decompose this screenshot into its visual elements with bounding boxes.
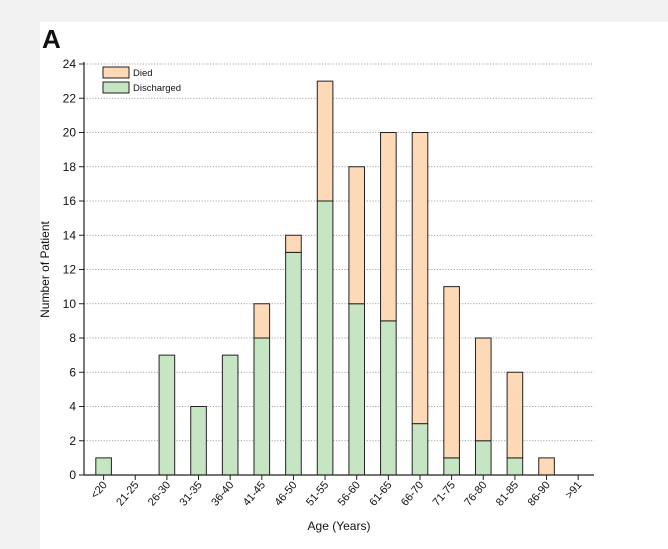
- y-tick-label: 6: [69, 365, 76, 379]
- legend-swatch: [102, 66, 130, 79]
- y-tick-label: 20: [63, 126, 77, 140]
- bar-died: [411, 132, 429, 425]
- bar-died: [348, 166, 366, 305]
- legend: Died Discharged: [102, 66, 181, 94]
- y-tick-label: 0: [69, 468, 76, 482]
- y-tick-label: 8: [69, 331, 76, 345]
- x-tick-label: 56-60: [336, 479, 363, 508]
- x-tick-label: 81-85: [494, 479, 521, 508]
- y-tick-label: 10: [63, 297, 77, 311]
- bar-died: [538, 457, 555, 476]
- x-axis-title: Age (Years): [308, 519, 371, 533]
- y-axis-title: Number of Patient: [40, 220, 52, 317]
- bar-died: [474, 337, 492, 442]
- bar-discharged: [158, 354, 176, 476]
- bar-discharged: [95, 457, 112, 476]
- legend-label: Died: [133, 68, 153, 79]
- legend-label: Discharged: [133, 83, 181, 94]
- bar-discharged: [316, 200, 334, 476]
- bar-died: [506, 371, 524, 459]
- y-tick-label: 4: [69, 400, 76, 414]
- x-tick-label: >91: [563, 479, 584, 501]
- x-tick-label: 71-75: [431, 479, 458, 508]
- x-tick-label: 41-45: [241, 479, 268, 508]
- bar-discharged: [221, 354, 239, 476]
- panel-label: A: [42, 24, 61, 54]
- bar-discharged: [411, 423, 429, 476]
- x-tick-label: <20: [89, 479, 110, 501]
- x-tick-label: 26-30: [146, 479, 173, 508]
- bars: [95, 80, 555, 476]
- bar-died: [380, 132, 397, 322]
- bar-discharged: [443, 457, 460, 476]
- x-tick-label: 31-35: [178, 479, 205, 508]
- bar-discharged: [474, 440, 492, 476]
- bar-discharged: [506, 457, 524, 476]
- y-tick-label: 16: [63, 194, 77, 208]
- legend-swatch: [102, 81, 130, 94]
- y-tick-label: 22: [63, 91, 77, 105]
- x-tick-label: 86-90: [526, 479, 553, 508]
- bar-died: [316, 80, 334, 202]
- stacked-bar-chart: Age (Years) Number of Patient 0246810121…: [40, 57, 594, 533]
- bar-discharged: [253, 337, 271, 476]
- y-tick-label: 18: [63, 160, 77, 174]
- bar-discharged: [285, 251, 302, 476]
- bar-died: [253, 303, 271, 339]
- bar-discharged: [380, 320, 397, 476]
- x-tick-label: 36-40: [209, 479, 236, 508]
- y-tick-label: 2: [69, 434, 76, 448]
- y-tick-label: 24: [63, 57, 77, 71]
- x-tick-label: 51-55: [304, 479, 331, 508]
- bar-died: [285, 234, 302, 253]
- bar-discharged: [190, 406, 207, 476]
- y-tick-label: 14: [63, 228, 77, 242]
- x-tick-label: 61-65: [367, 479, 394, 508]
- x-tick-label: 21-25: [114, 479, 141, 508]
- x-tick-label: 66-70: [399, 479, 426, 508]
- y-tick-label: 12: [63, 263, 77, 277]
- x-tick-label: 46-50: [272, 479, 299, 508]
- x-tick-label: 76-80: [462, 479, 489, 508]
- bar-discharged: [348, 303, 366, 476]
- bar-died: [443, 286, 460, 459]
- figure-panel: A Age (Years) Number of Patient 0 2 4 6 8 10 1…: [40, 22, 668, 549]
